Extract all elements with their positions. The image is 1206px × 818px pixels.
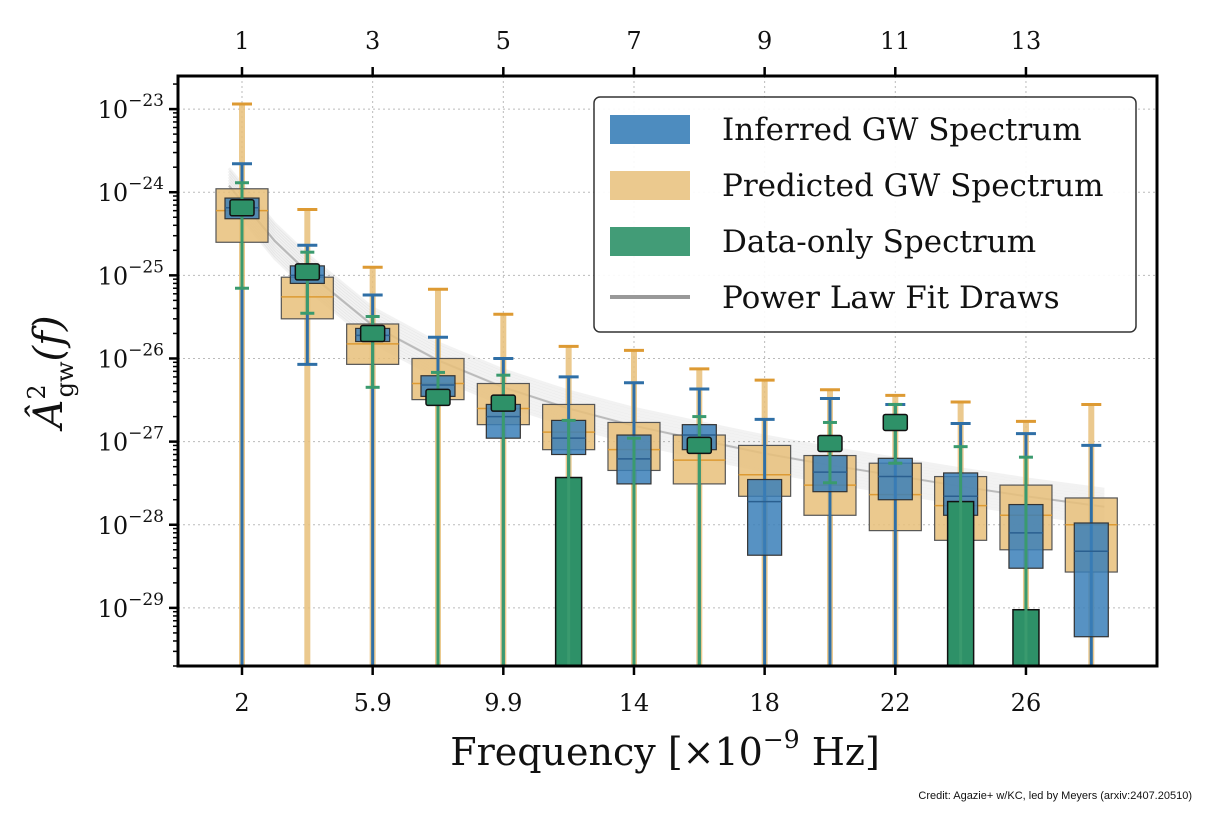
xlabel-unit: Hz] <box>800 730 880 774</box>
legend-swatch <box>610 227 690 256</box>
data-only-point <box>490 394 517 412</box>
inferred-box <box>747 478 783 556</box>
legend-label: Inferred GW Spectrum <box>722 112 1082 148</box>
predicted-err-bar <box>304 209 311 666</box>
x-tick-label: 22 <box>880 689 911 717</box>
ylabel-sup: 2 <box>23 384 51 399</box>
y-tick-label: 10−26 <box>98 340 164 373</box>
legend-swatch <box>610 171 690 200</box>
inferred-box <box>877 457 913 501</box>
y-tick-label: 10−23 <box>98 91 164 124</box>
x-tick-label: 14 <box>619 689 650 717</box>
y-tick-label: 10−25 <box>98 257 164 290</box>
axes: 2 5.9 9.9 14 18 22 261 3 5 7 9 11 1310−2310−2410−251… <box>98 27 1042 717</box>
ylabel-main: Â <box>25 400 72 433</box>
ylabel-sub: gw <box>51 361 79 397</box>
data-only-spectrum <box>229 181 1040 666</box>
ylabel-tail: (f) <box>26 315 72 361</box>
data-only-point <box>229 199 255 217</box>
y-tick-label: 10−28 <box>98 507 164 540</box>
top-tick-label: 11 <box>880 27 911 55</box>
data-only-point <box>294 263 321 281</box>
y-tick-label: 10−29 <box>98 590 164 623</box>
xlabel-exponent: −9 <box>763 725 800 754</box>
data-only-point <box>359 324 386 343</box>
svg-text:Â2gw(f): Â2gw(f) <box>23 315 79 432</box>
legend-swatch <box>610 115 690 144</box>
credit-text: Credit: Agazie+ w/KC, led by Meyers (arx… <box>918 790 1192 802</box>
data-only-point <box>882 413 909 432</box>
legend-label: Power Law Fit Draws <box>722 280 1060 316</box>
x-tick-label: 18 <box>749 689 780 717</box>
x-tick-label: 26 <box>1011 689 1042 717</box>
legend-label: Data-only Spectrum <box>722 224 1036 260</box>
data-only-point <box>817 434 843 453</box>
x-tick-label: 9.9 <box>484 689 522 717</box>
y-tick-label: 10−27 <box>98 424 164 457</box>
data-only-point <box>425 388 451 407</box>
inferred-box <box>1073 522 1109 638</box>
legend-box <box>593 96 1137 333</box>
x-axis-title: Frequency [×10−9 Hz] <box>450 725 880 774</box>
svg-text:Frequency [×10−9 Hz]: Frequency [×10−9 Hz] <box>450 725 880 774</box>
top-tick-label: 7 <box>626 27 641 55</box>
legend-label: Predicted GW Spectrum <box>722 168 1104 204</box>
top-tick-label: 9 <box>757 27 772 55</box>
data-only-point <box>686 436 713 455</box>
top-tick-label: 13 <box>1011 27 1042 55</box>
top-tick-label: 1 <box>234 27 249 55</box>
y-tick-label: 10−24 <box>98 174 164 207</box>
x-tick-label: 5.9 <box>354 689 392 717</box>
x-tick-label: 2 <box>234 689 249 717</box>
top-tick-label: 3 <box>365 27 380 55</box>
y-axis-title: Â2gw(f) <box>23 315 79 432</box>
legend: Inferred GW Spectrum Predicted GW Spectru… <box>593 96 1137 333</box>
xlabel-main: Frequency [×10 <box>450 730 763 774</box>
top-tick-label: 5 <box>496 27 511 55</box>
